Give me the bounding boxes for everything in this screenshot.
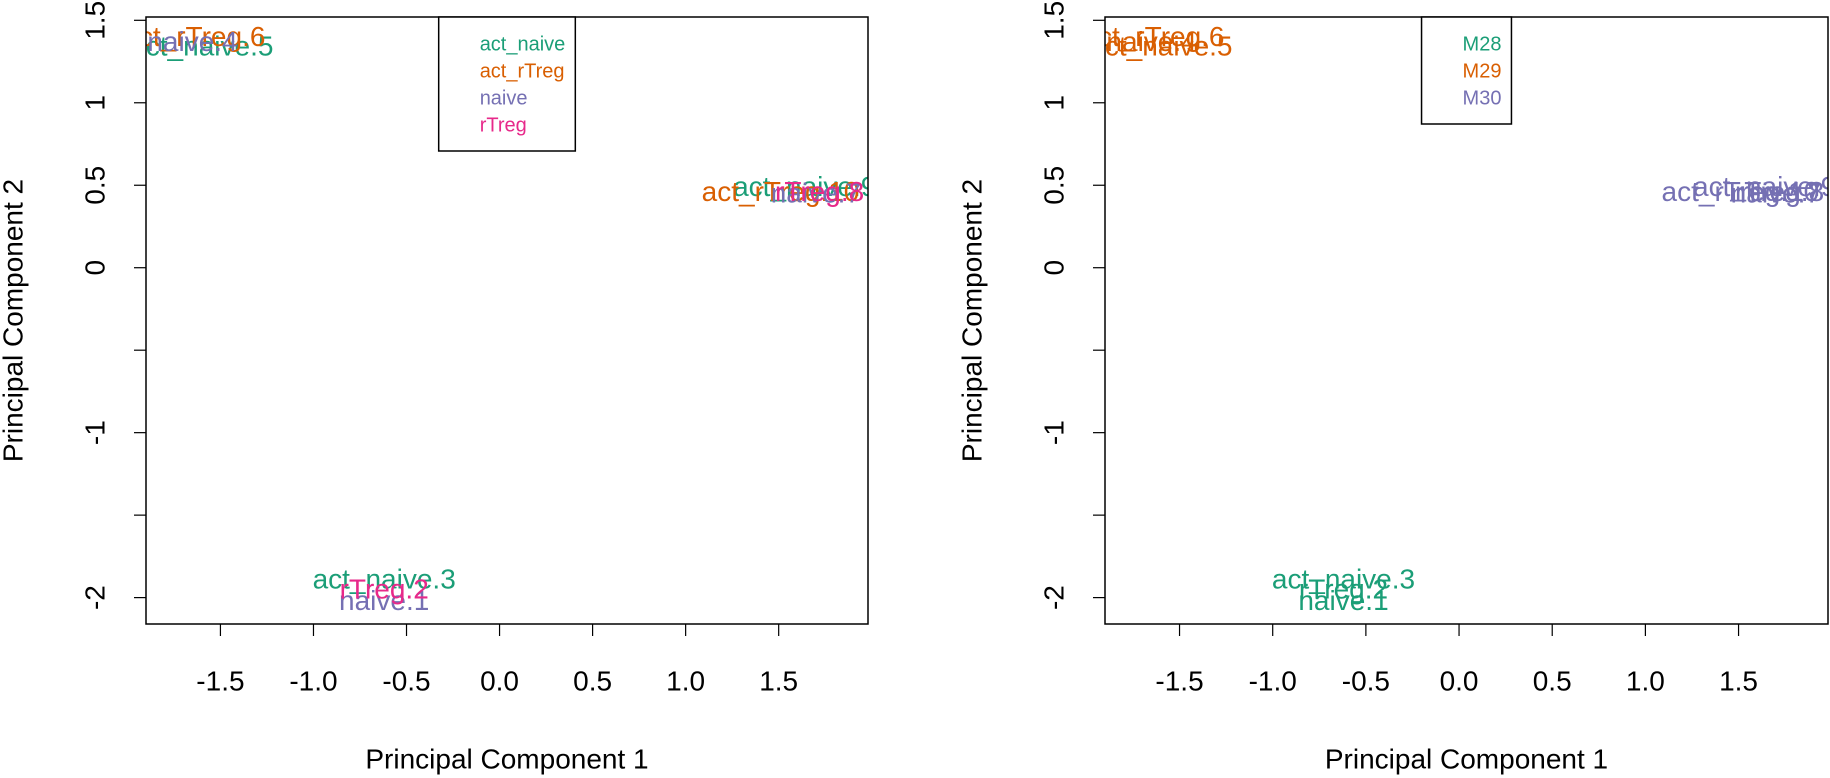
plot: -1.5 -1.0 -0.5 0.0 0.5 1.0 1.5 -2 -1 0 0.5 1 1.5 Prin… [956,1,1830,774]
y-tick-label: 0.5 [79,166,110,205]
y-tick-label: 0.5 [1038,166,1069,205]
y-tick-label: -1 [1038,420,1069,445]
point-label: act_rTreg.10 [702,176,860,207]
plot: -1.5 -1.0 -0.5 0.0 0.5 1.0 1.5 -2 -1 0 0.5 1 1.5 Prin… [0,1,876,774]
y-tick-label: 0 [79,260,110,276]
point-label: act_naive.9 [733,171,876,202]
point-label: rTreg.8 [775,176,864,207]
points: act_naive.3act_naive.5act_naive.9act_rTr… [123,21,876,616]
legend: M28 M29 M30 [1420,16,1513,125]
x-tick-label: 1.0 [666,665,705,696]
x-tick-label: -0.5 [382,665,430,696]
x-tick-label: 1.0 [1626,665,1665,696]
legend-label: naive [480,87,528,109]
y-tick-label: -1 [79,420,110,445]
x-axis-title: Principal Component 1 [1325,743,1608,774]
point-label: naive.1 [1298,585,1388,616]
points: naive.1rTreg.2act_naive.3naive.4act_naiv… [1082,21,1830,616]
y-tick-label: 1.5 [1038,1,1069,40]
point-label: naive.7 [771,178,861,209]
y-tick-label: 1.5 [79,1,110,40]
legend-label: act_naive [480,33,566,55]
legend-label: M29 [1463,60,1502,82]
x-tick-label: -0.5 [1342,665,1390,696]
x-tick-label: 0.0 [1440,665,1479,696]
point-label: act_naive.5 [130,31,273,62]
y-tick-label: 0 [1038,260,1069,276]
point-label: rTreg.2 [1299,573,1388,604]
legend-label: M30 [1463,87,1502,109]
point-label: naive.7 [1731,178,1821,209]
x-tick-label: 0.5 [1533,665,1572,696]
point-label: act_naive.3 [313,564,456,595]
point-label: naive.4 [147,26,237,57]
y-axis-title: Principal Component 2 [956,179,987,462]
x-tick-label: -1.5 [196,665,244,696]
point-label: rTreg.8 [1735,176,1824,207]
x-tick-label: -1.0 [1249,665,1297,696]
point-label: act_rTreg.6 [123,21,265,52]
x-tick-label: 1.5 [759,665,798,696]
legend-box [1420,16,1513,125]
y-tick-label: -2 [79,585,110,610]
x-axis-title: Principal Component 1 [365,743,648,774]
legend-label: act_rTreg [480,60,565,82]
x-tick-label: 1.5 [1719,665,1758,696]
point-label: act_rTreg.10 [1662,176,1820,207]
legend-label: M28 [1463,33,1502,55]
legend-label: rTreg [480,114,527,136]
x-tick-label: 0.0 [480,665,519,696]
point-label: naive.1 [339,585,429,616]
x-tick-label: 0.5 [573,665,612,696]
legend-box [437,16,577,152]
y-axis-title: Principal Component 2 [0,179,28,462]
point-label: act_naive.3 [1272,564,1415,595]
point-label: act_rTreg.6 [1082,21,1224,52]
y-tick-label: 1 [1038,95,1069,111]
y-tick-label: 1 [79,95,110,111]
y-tick-label: -2 [1038,585,1069,610]
point-label: rTreg.2 [340,573,429,604]
point-label: act_naive.9 [1693,171,1830,202]
x-tick-label: -1.5 [1155,665,1203,696]
point-label: naive.4 [1106,26,1196,57]
point-label: act_naive.5 [1089,31,1232,62]
x-tick-label: -1.0 [289,665,337,696]
